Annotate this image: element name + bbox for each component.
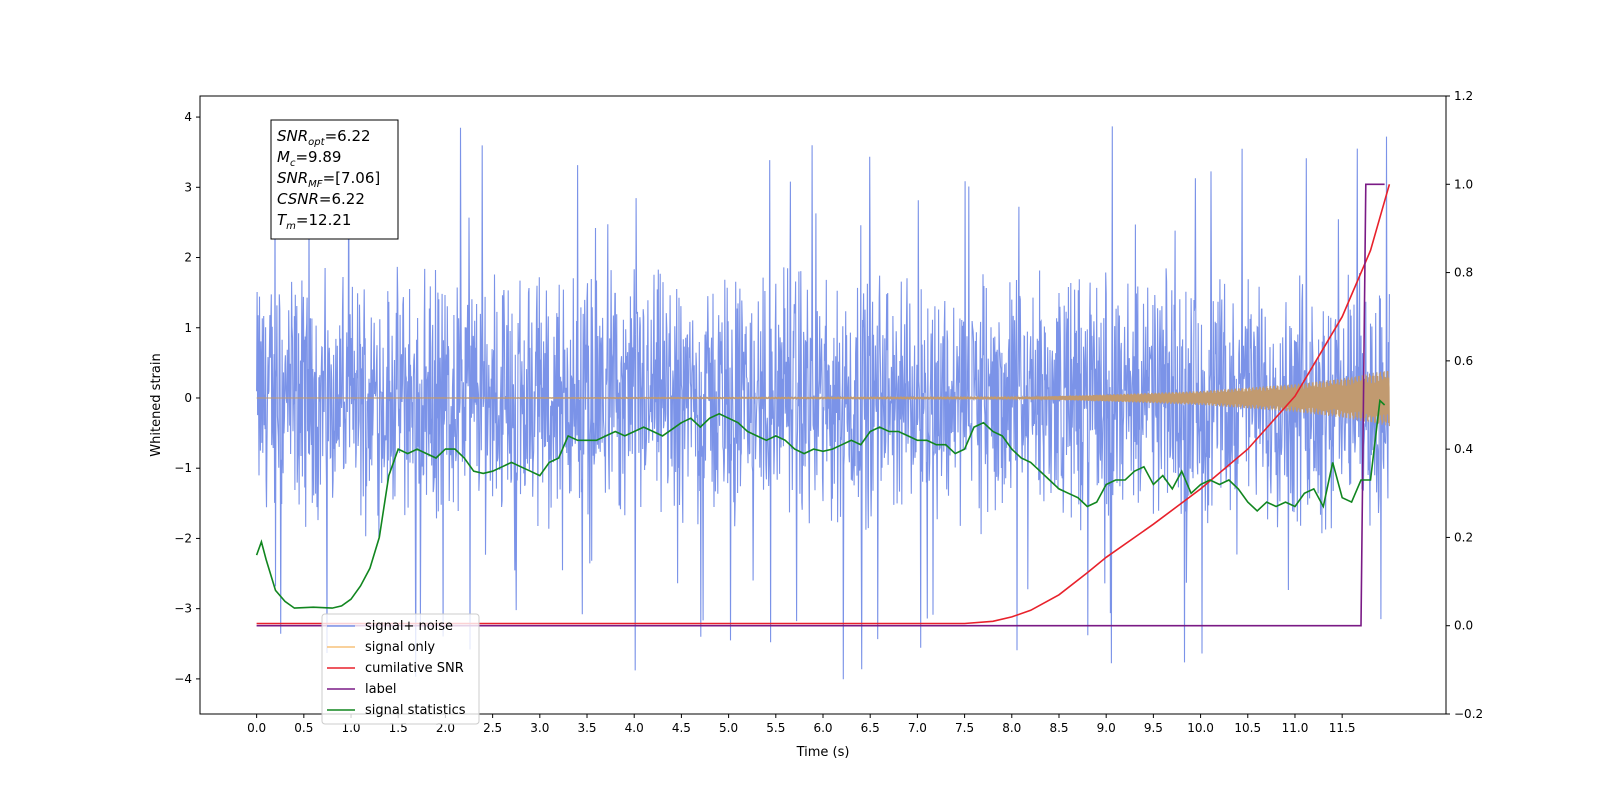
y2-tick-label: 0.2: [1454, 530, 1473, 544]
y2-tick-label: 0.6: [1454, 354, 1473, 368]
x-tick-label: 6.0: [813, 721, 832, 735]
series-cumulative-snr-line: [256, 184, 1391, 625]
y2-tick-label: −0.2: [1454, 707, 1483, 721]
y-tick-label: −3: [174, 602, 192, 616]
x-tick-label: 6.5: [861, 721, 880, 735]
x-tick-label: 7.0: [908, 721, 927, 735]
annotation-line: SNRMF=[7.06]: [277, 169, 380, 190]
x-tick-label: 4.0: [625, 721, 644, 735]
y2-tick-label: 0.8: [1454, 266, 1473, 280]
legend-label: signal+ noise: [365, 619, 453, 634]
annotation-line: Mc=9.89: [277, 148, 341, 169]
x-tick-label: 10.5: [1234, 721, 1261, 735]
x-tick-label: 11.0: [1282, 721, 1309, 735]
x-tick-label: 9.0: [1097, 721, 1116, 735]
legend: signal+ noise signal only cumilative SNR la…: [321, 613, 480, 725]
x-tick-label: 7.5: [955, 721, 974, 735]
y2-tick-label: 1.0: [1454, 177, 1473, 191]
x-tick-label: 3.0: [530, 721, 549, 735]
x-tick-label: 8.0: [1002, 721, 1021, 735]
y-tick-label: 0: [184, 391, 192, 405]
y-tick-label: 3: [184, 180, 192, 194]
series-signal-statistics-line: [255, 398, 1386, 609]
x-tick-label: 4.5: [672, 721, 691, 735]
annotation-frame: [270, 119, 399, 240]
y-tick-label: 1: [184, 321, 192, 335]
annotation-line: SNRopt=6.22: [277, 127, 371, 148]
legend-label: label: [365, 682, 396, 697]
y-tick-label: −1: [174, 461, 192, 475]
y-tick-label: 4: [184, 110, 192, 124]
x-tick-label: 2.5: [483, 721, 502, 735]
y2-tick-label: 0.0: [1454, 619, 1473, 633]
x-tick-label: 9.5: [1144, 721, 1163, 735]
legend-label: signal statistics: [365, 703, 466, 718]
x-tick-label: 5.0: [719, 721, 738, 735]
legend-frame: [321, 613, 480, 725]
series-signal-only-line: [256, 370, 1390, 427]
legend-label: signal only: [365, 640, 435, 655]
y-tick-label: −4: [174, 672, 192, 686]
x-tick-label: 0.5: [294, 721, 313, 735]
y2-tick-label: 1.2: [1454, 89, 1473, 103]
series-label-line: [256, 183, 1385, 627]
x-tick-label: 8.5: [1049, 721, 1068, 735]
x-tick-label: 5.5: [766, 721, 785, 735]
y-axis-label: Whitened strain: [149, 353, 164, 456]
y-tick-label: −2: [174, 531, 192, 545]
x-tick-label: 11.5: [1329, 721, 1356, 735]
x-tick-label: 3.5: [577, 721, 596, 735]
legend-label: cumilative SNR: [365, 661, 464, 676]
x-tick-label: 0.0: [247, 721, 266, 735]
x-axis-label: Time (s): [796, 745, 850, 760]
x-tick-label: 10.0: [1187, 721, 1214, 735]
y2-tick-label: 0.4: [1454, 442, 1473, 456]
y-tick-label: 2: [184, 251, 192, 265]
annotation-line: CSNR=6.22: [277, 190, 365, 208]
annotation-line: Tm=12.21: [277, 211, 351, 232]
